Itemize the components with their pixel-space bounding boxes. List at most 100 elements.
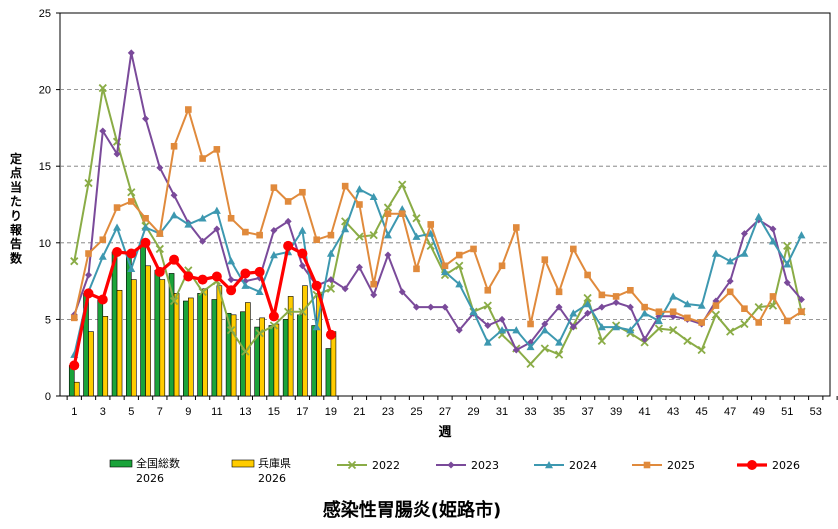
- legend-item-bar: 全国総数 2026: [109, 456, 180, 485]
- data-point: [540, 344, 549, 353]
- legend-item-2022: 2022: [337, 459, 400, 472]
- data-point: [569, 323, 577, 331]
- bar: [216, 285, 223, 397]
- data-point: [369, 231, 378, 240]
- data-point: [712, 302, 720, 309]
- data-point: [554, 350, 564, 359]
- bar: [102, 316, 109, 397]
- x-tick-label: 47: [724, 406, 736, 418]
- bar: [311, 325, 317, 397]
- bar: [211, 299, 218, 397]
- x-tick-label: 37: [581, 406, 593, 418]
- data-point: [768, 301, 778, 310]
- data-point: [798, 308, 805, 316]
- data-point: [512, 224, 520, 231]
- data-point: [98, 83, 107, 93]
- data-point: [140, 237, 151, 248]
- legend-label: 2023: [471, 459, 499, 472]
- bar: [287, 296, 294, 397]
- data-point: [355, 232, 364, 241]
- data-point: [398, 180, 407, 189]
- data-point: [655, 308, 663, 316]
- bar: [154, 270, 161, 397]
- data-point: [643, 461, 651, 469]
- data-point: [455, 251, 463, 259]
- data-point: [85, 271, 93, 279]
- data-point: [69, 360, 80, 371]
- x-tick-label: 23: [382, 406, 394, 418]
- bar: [330, 331, 337, 397]
- y-axis-ticks: 0 5 10 15 20 25: [39, 8, 60, 403]
- y-axis-label-char: り: [10, 209, 22, 223]
- data-point: [70, 314, 78, 322]
- data-point: [227, 257, 236, 265]
- bar: [202, 288, 208, 397]
- data-point: [355, 185, 364, 193]
- data-point: [284, 198, 292, 205]
- data-point: [312, 323, 321, 331]
- data-point: [426, 229, 435, 237]
- data-point: [347, 460, 357, 470]
- data-point: [269, 321, 279, 330]
- x-tick-label: 41: [639, 406, 651, 418]
- legend-label: 2026: [772, 459, 800, 472]
- data-point: [99, 127, 107, 135]
- y-tick-label: 5: [45, 314, 51, 326]
- data-point: [370, 291, 378, 299]
- data-point: [227, 276, 235, 284]
- data-point: [299, 188, 306, 196]
- data-point: [469, 307, 478, 315]
- data-point: [412, 214, 421, 223]
- bar: [268, 325, 275, 397]
- data-point: [369, 192, 378, 201]
- bar: [145, 265, 151, 397]
- data-point: [298, 226, 307, 234]
- x-tick-label: 15: [268, 406, 280, 418]
- chart-title: 感染性胃腸炎(姫路市): [323, 499, 501, 521]
- data-point: [155, 244, 164, 254]
- data-point: [597, 323, 606, 331]
- x-axis-label: 週: [438, 425, 451, 440]
- data-point: [398, 288, 406, 296]
- data-point: [298, 307, 307, 316]
- data-point: [669, 325, 678, 335]
- x-tick-label: 27: [439, 406, 451, 418]
- legend-item-2025: 2025: [632, 459, 695, 472]
- bar: [125, 253, 132, 397]
- bar: [130, 279, 137, 397]
- data-point: [427, 221, 435, 228]
- data-point: [747, 460, 757, 470]
- bar-series-group: [68, 244, 337, 397]
- data-point: [641, 303, 648, 311]
- data-point: [498, 262, 506, 270]
- x-tick-label: 1: [71, 406, 77, 418]
- data-point: [154, 266, 165, 277]
- x-tick-label: 3: [100, 406, 106, 418]
- data-point: [313, 236, 320, 244]
- bar: [97, 299, 104, 397]
- series-line: [73, 108, 803, 325]
- data-point: [84, 178, 93, 188]
- data-point: [242, 228, 249, 236]
- x-tick-label: 35: [553, 406, 565, 418]
- data-point: [398, 210, 406, 217]
- legend-label: 2022: [372, 459, 400, 472]
- data-point: [654, 316, 663, 325]
- bar: [140, 244, 146, 397]
- data-point: [254, 266, 265, 277]
- data-point: [783, 260, 792, 268]
- x-tick-label: 25: [410, 406, 422, 418]
- data-point: [141, 223, 150, 231]
- data-point: [598, 303, 606, 311]
- data-point: [213, 225, 221, 233]
- data-point: [584, 309, 592, 317]
- x-tick-label: 51: [781, 406, 793, 418]
- data-point: [212, 206, 221, 214]
- data-point: [226, 325, 236, 335]
- data-point: [341, 182, 349, 190]
- bar: [159, 279, 166, 397]
- data-point: [526, 359, 535, 368]
- data-point: [697, 345, 706, 355]
- data-point: [583, 300, 592, 308]
